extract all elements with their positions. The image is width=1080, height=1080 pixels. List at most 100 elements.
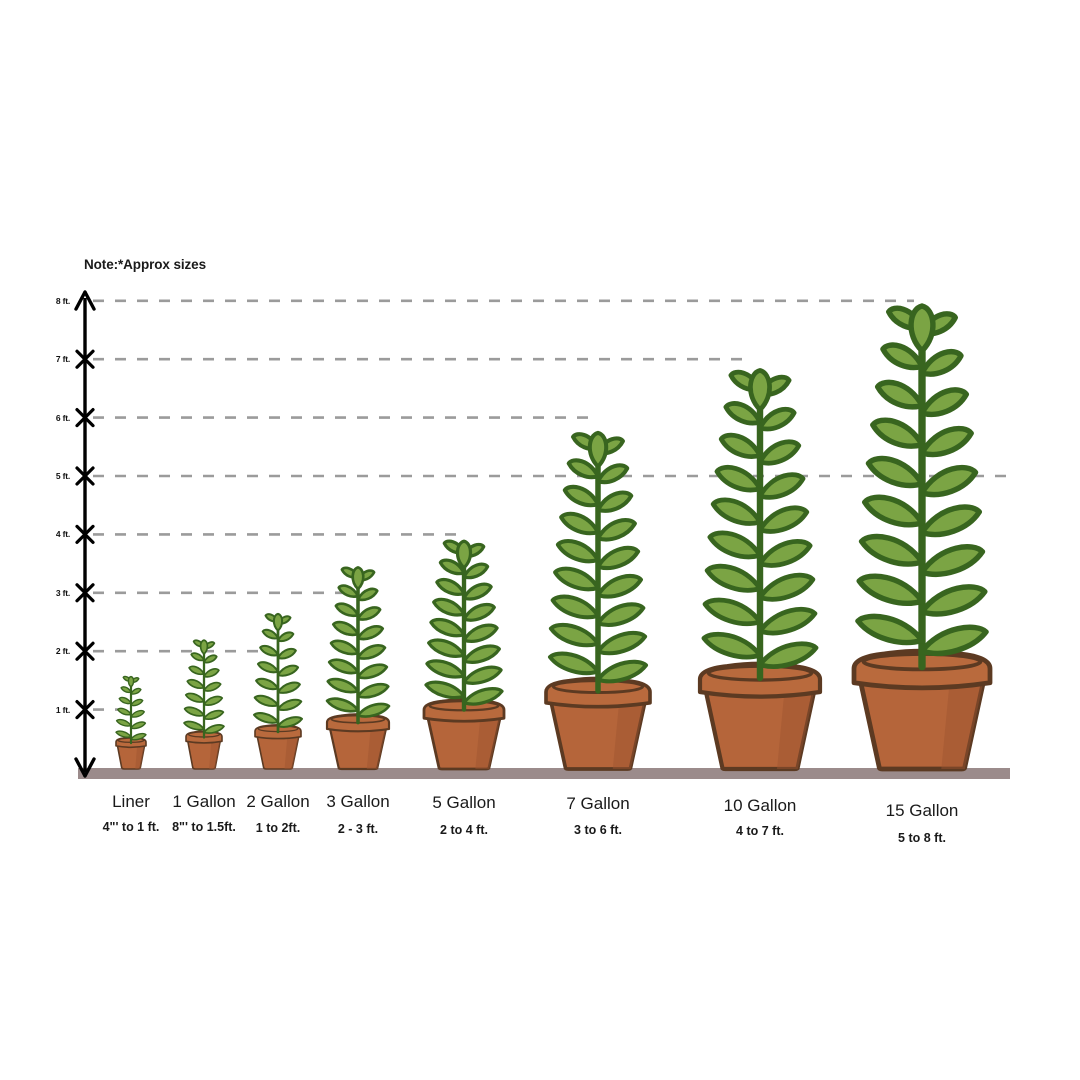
leaf xyxy=(130,698,144,707)
category-name-2-gallon: 2 Gallon xyxy=(246,792,310,811)
plant-group-3-gallon xyxy=(325,566,391,771)
axis-tick-4ft xyxy=(75,524,95,544)
leaf xyxy=(595,573,644,599)
axis-label-6ft: 6 ft. xyxy=(55,412,70,423)
vertical-axis xyxy=(74,290,96,778)
plant-group-2-gallon xyxy=(252,612,304,770)
leaf xyxy=(117,707,132,716)
axis-label-8ft: 8 ft. xyxy=(55,295,70,306)
leaf xyxy=(757,406,797,432)
leaf xyxy=(438,558,466,576)
leaf xyxy=(435,577,466,596)
leaf xyxy=(261,628,280,640)
leaf xyxy=(550,594,601,620)
leaf xyxy=(870,417,925,449)
category-name-5-gallon: 5 Gallon xyxy=(432,793,496,812)
axis-label-7ft: 7 ft. xyxy=(55,354,70,365)
leaf xyxy=(714,465,763,493)
leaf xyxy=(757,538,813,568)
plant-group-10-gallon xyxy=(697,368,823,772)
pot-body-shadow xyxy=(366,728,386,769)
leaf xyxy=(555,539,601,564)
leaf xyxy=(861,494,925,528)
pot-body xyxy=(426,716,502,771)
leaf xyxy=(424,680,466,700)
pot-body-shadow xyxy=(475,718,500,769)
leaf xyxy=(595,630,648,656)
leaf xyxy=(702,597,763,627)
pot-body xyxy=(703,689,817,772)
leaf xyxy=(252,712,280,724)
leaf xyxy=(203,654,218,664)
pot-body-shadow xyxy=(612,702,645,769)
leaf xyxy=(710,497,763,526)
category-name-10-gallon: 10 Gallon xyxy=(723,796,797,815)
leaf xyxy=(356,702,391,718)
leaf xyxy=(462,562,490,580)
leaf xyxy=(701,631,763,660)
note-label: Note:*Approx sizes xyxy=(84,257,206,272)
leaf xyxy=(462,644,501,664)
pot-body-shadow xyxy=(941,682,984,769)
leaf xyxy=(429,617,466,638)
leaf xyxy=(329,639,360,656)
leaf xyxy=(120,686,132,694)
leaf xyxy=(327,658,360,675)
axis-label-5ft: 5 ft. xyxy=(55,471,70,481)
pot-body xyxy=(116,745,146,770)
category-range-3-gallon: 2 - 3 ft. xyxy=(337,822,379,836)
plants-group xyxy=(115,303,993,772)
leaf xyxy=(595,490,634,513)
plant-group-7-gallon xyxy=(544,430,652,771)
axis-label-4ft: 4 ft. xyxy=(55,529,70,540)
pot-body xyxy=(858,680,986,772)
pot-body xyxy=(187,740,221,770)
ground-line xyxy=(78,768,1010,779)
leaf xyxy=(919,425,974,458)
axis-label-1ft: 1 ft. xyxy=(55,704,70,715)
leaf xyxy=(203,724,225,734)
leaf xyxy=(723,401,763,426)
leaf xyxy=(919,387,970,417)
leaf xyxy=(874,379,925,410)
leaf xyxy=(566,458,601,480)
category-name-15-gallon: 15 Gallon xyxy=(885,801,959,820)
leaf xyxy=(880,342,925,371)
pot-body-shadow xyxy=(284,736,299,769)
axis-tick-2ft xyxy=(75,641,95,661)
leaf xyxy=(757,439,802,466)
leaf xyxy=(276,631,295,643)
pot-body xyxy=(549,700,647,771)
leaf xyxy=(562,484,601,508)
leaf xyxy=(356,663,389,680)
category-range-15-gallon: 5 to 8 ft. xyxy=(898,831,946,845)
leaf xyxy=(919,349,964,377)
leaf xyxy=(757,572,816,602)
leaf xyxy=(757,606,818,636)
leaf-terminal xyxy=(127,675,135,688)
plant-group-1-gallon xyxy=(183,639,225,770)
leaf xyxy=(276,698,303,711)
category-range-1-gallon: 8"' to 1.5ft. xyxy=(172,820,236,834)
leaf xyxy=(704,563,763,593)
category-range-5-gallon: 2 to 4 ft. xyxy=(440,823,488,837)
plant-group-15-gallon xyxy=(851,303,993,772)
category-range-7-gallon: 3 to 6 ft. xyxy=(574,823,622,837)
plant-group-5-gallon xyxy=(422,539,506,771)
category-name-3-gallon: 3 Gallon xyxy=(326,792,390,811)
leaf xyxy=(865,455,925,489)
axis-tick-1ft xyxy=(75,700,95,720)
leaf xyxy=(757,472,806,500)
leaf xyxy=(856,573,925,606)
leaf xyxy=(595,602,646,627)
leaf xyxy=(256,661,280,674)
leaf xyxy=(276,716,304,728)
axis-arrow-bottom xyxy=(74,757,96,778)
leaf xyxy=(259,644,280,657)
leaf xyxy=(559,511,601,536)
leaf xyxy=(919,504,983,538)
leaf xyxy=(855,613,925,646)
leaf xyxy=(919,544,986,577)
leaf xyxy=(425,659,466,679)
